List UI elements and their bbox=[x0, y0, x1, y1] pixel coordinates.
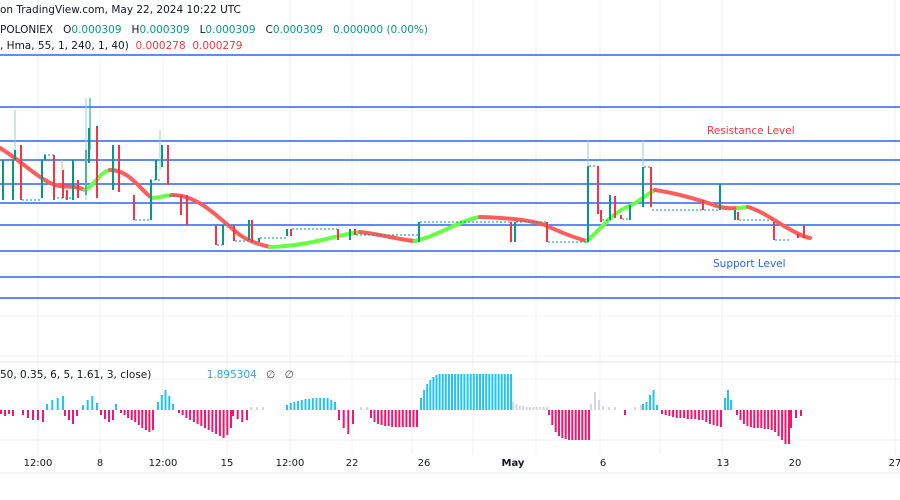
source-line: on TradingView.com, May 22, 2024 10:22 U… bbox=[0, 4, 241, 16]
time-axis-tick: 13 bbox=[717, 458, 730, 469]
flat-segments bbox=[22, 154, 790, 246]
oscillator-params: 50, 0.35, 6, 5, 1.61, 3, close) bbox=[0, 369, 152, 381]
horizontal-grid bbox=[0, 315, 900, 441]
symbol-ohlc-legend: POLONIEX O0.000309 H0.000309 L0.000309 C… bbox=[0, 24, 429, 36]
time-axis-tick: 26 bbox=[418, 458, 431, 469]
support-label[interactable]: Support Level bbox=[713, 258, 786, 270]
resistance-label[interactable]: Resistance Level bbox=[707, 125, 795, 137]
time-axis-tick: 12:00 bbox=[276, 458, 305, 469]
time-axis-tick: 12:00 bbox=[149, 458, 178, 469]
indicator-params: , Hma, 55, 1, 240, 1, 40) bbox=[0, 40, 129, 52]
indicator-value-1: 0.000278 bbox=[135, 40, 186, 52]
close-value: 0.000309 bbox=[272, 24, 323, 36]
oscillator-value: 1.895304 bbox=[206, 369, 257, 381]
na-icon: ∅ bbox=[284, 369, 294, 381]
vertical-grid bbox=[37, 0, 896, 455]
oscillator-legend[interactable]: 50, 0.35, 6, 5, 1.61, 3, close) 1.895304… bbox=[0, 369, 294, 381]
low-value: 0.000309 bbox=[205, 24, 256, 36]
time-axis[interactable]: 12:00 8 12:00 15 12:00 22 26 May 6 13 20 27 bbox=[24, 458, 900, 469]
oscillator-histogram bbox=[0, 374, 802, 444]
time-axis-tick: May bbox=[502, 458, 525, 469]
time-axis-tick: 22 bbox=[346, 458, 359, 469]
time-axis-tick: 6 bbox=[600, 458, 606, 469]
candles bbox=[2, 98, 805, 245]
hma-curve bbox=[0, 146, 812, 249]
indicator-legend[interactable]: , Hma, 55, 1, 240, 1, 40) 0.000278 0.000… bbox=[0, 40, 242, 52]
time-axis-tick: 15 bbox=[221, 458, 234, 469]
na-icon: ∅ bbox=[266, 369, 276, 381]
symbol-name[interactable]: POLONIEX bbox=[0, 24, 54, 36]
time-axis-tick: 12:00 bbox=[24, 458, 53, 469]
open-value: 0.000309 bbox=[71, 24, 122, 36]
time-axis-tick: 20 bbox=[789, 458, 802, 469]
high-value: 0.000309 bbox=[139, 24, 190, 36]
time-axis-tick: 8 bbox=[97, 458, 103, 469]
time-axis-tick: 27 bbox=[889, 458, 900, 469]
indicator-value-2: 0.000279 bbox=[192, 40, 243, 52]
change-value: 0.000000 (0.00%) bbox=[333, 24, 429, 36]
